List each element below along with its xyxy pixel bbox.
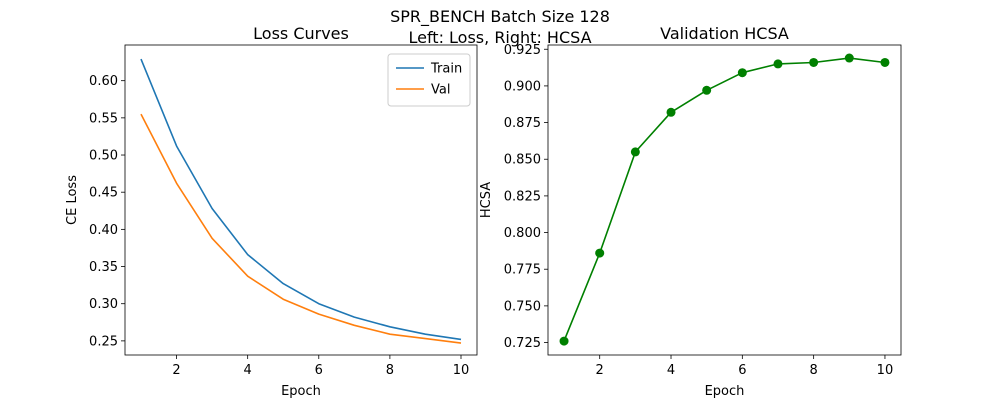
y-tick-label: 0.850 bbox=[504, 153, 541, 168]
x-axis-label: Epoch bbox=[281, 384, 321, 399]
series-line-train bbox=[140, 58, 462, 341]
data-point bbox=[880, 57, 890, 67]
data-point bbox=[737, 68, 747, 78]
x-tick-label: 6 bbox=[315, 363, 323, 378]
x-tick-label: 4 bbox=[244, 363, 252, 378]
x-tick-label: 6 bbox=[738, 363, 746, 378]
series-line-val bbox=[140, 113, 462, 344]
data-point bbox=[702, 85, 712, 95]
data-point bbox=[595, 248, 605, 258]
data-point bbox=[630, 147, 640, 157]
data-point bbox=[809, 57, 819, 67]
y-tick-label: 0.875 bbox=[504, 116, 541, 131]
figure-suptitle-line1: SPR_BENCH Batch Size 128 bbox=[390, 7, 610, 27]
x-tick-label: 4 bbox=[667, 363, 675, 378]
legend-label: Val bbox=[431, 83, 450, 98]
chart-title: Validation HCSA bbox=[660, 24, 789, 43]
y-tick-label: 0.775 bbox=[504, 263, 541, 278]
y-tick-label: 0.60 bbox=[89, 74, 118, 89]
x-tick-label: 2 bbox=[596, 363, 604, 378]
y-tick-label: 0.45 bbox=[89, 186, 118, 201]
data-point bbox=[844, 53, 854, 63]
legend-label: Train bbox=[430, 62, 462, 77]
validation-hcsa-chart: Validation HCSA 2 4 6 8 10 0.725 0.750 0.775 0.80… bbox=[479, 24, 902, 399]
plot-frame bbox=[124, 44, 478, 356]
y-tick-label: 0.50 bbox=[89, 149, 118, 164]
x-tick-label: 8 bbox=[810, 363, 818, 378]
data-point bbox=[666, 107, 676, 117]
loss-curves-chart: Loss Curves 2 4 6 8 10 0.25 0.30 0.35 0.40 0.45 0.5… bbox=[65, 24, 478, 399]
y-tick-label: 0.40 bbox=[89, 223, 118, 238]
x-tick-label: 2 bbox=[172, 363, 180, 378]
x-tick-label: 10 bbox=[877, 363, 894, 378]
x-tick-label: 8 bbox=[386, 363, 394, 378]
y-tick-label: 0.900 bbox=[504, 79, 541, 94]
series-line-0 bbox=[563, 57, 886, 342]
y-axis-label: HCSA bbox=[479, 182, 494, 218]
y-tick-label: 0.25 bbox=[89, 334, 118, 349]
legend: Train Val bbox=[387, 53, 471, 107]
y-tick-label: 0.750 bbox=[504, 299, 541, 314]
plot-frame bbox=[547, 44, 902, 356]
y-tick-label: 0.55 bbox=[89, 111, 118, 126]
y-tick-label: 0.825 bbox=[504, 189, 541, 204]
data-point bbox=[773, 59, 783, 69]
y-tick-label: 0.800 bbox=[504, 226, 541, 241]
x-axis-label: Epoch bbox=[705, 384, 745, 399]
y-tick-label: 0.35 bbox=[89, 260, 118, 275]
legend-box bbox=[387, 53, 471, 107]
figure-suptitle-line2: Left: Loss, Right: HCSA bbox=[408, 28, 591, 47]
x-tick-label: 10 bbox=[453, 363, 470, 378]
data-point bbox=[559, 336, 569, 346]
chart-title: Loss Curves bbox=[253, 24, 349, 43]
y-axis-label: CE Loss bbox=[65, 175, 80, 225]
y-tick-label: 0.30 bbox=[89, 297, 118, 312]
y-tick-label: 0.925 bbox=[504, 43, 541, 58]
y-tick-label: 0.725 bbox=[504, 336, 541, 351]
